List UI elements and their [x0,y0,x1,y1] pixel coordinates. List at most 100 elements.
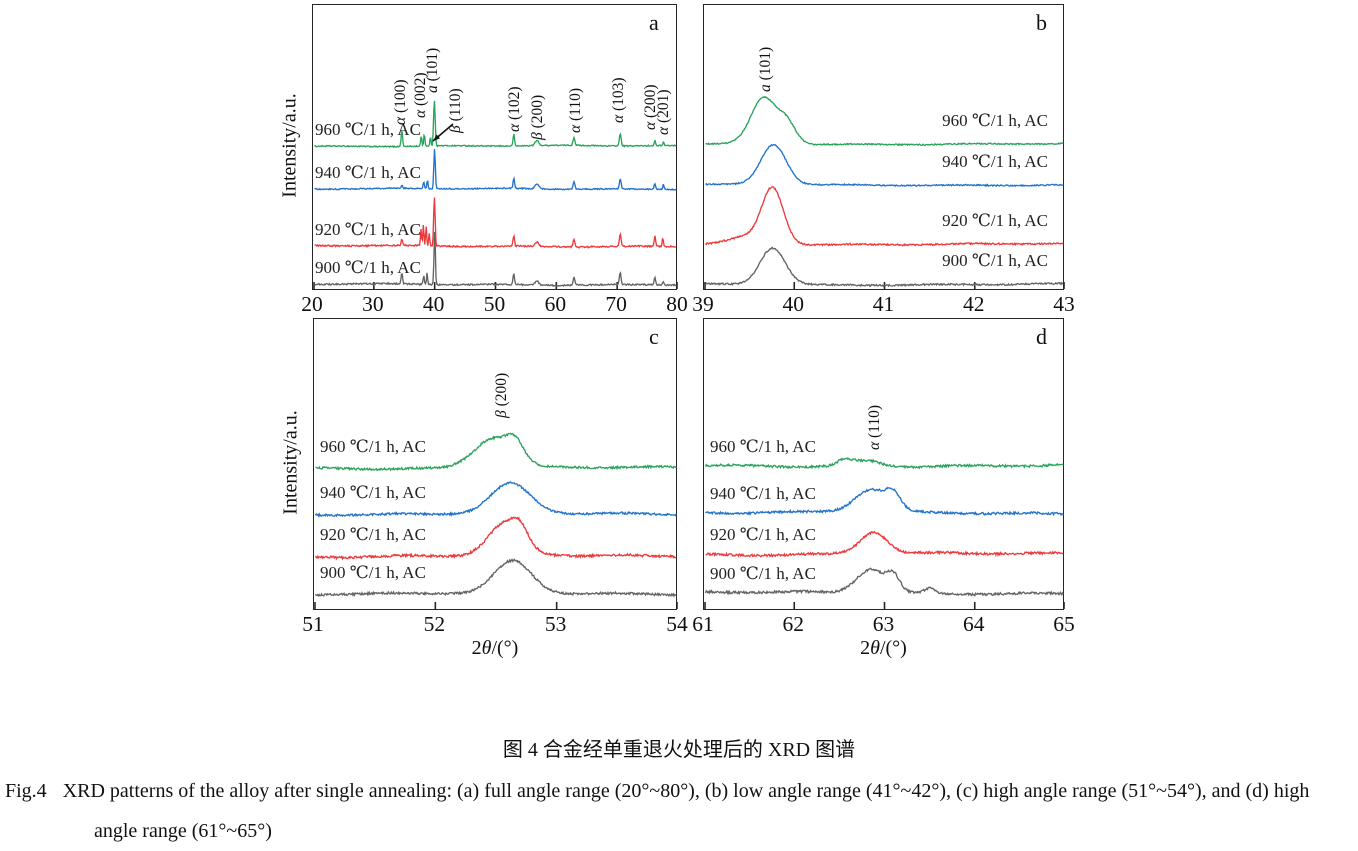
series-label-940: 940 ℃/1 h, AC [320,483,426,502]
peak-label-α(102): α (102) [506,86,523,132]
peak-label-α(100): α (100) [392,79,409,125]
xrd-curve-960 [314,100,677,149]
series-label-900: 900 ℃/1 h, AC [315,258,421,277]
panel-a [312,4,678,290]
hkl-index: (103) [609,77,627,115]
phase-symbol: α [505,123,523,132]
hkl-index: (101) [424,47,442,86]
x-tick-label: 61 [692,612,714,636]
hkl-index: (100) [392,79,410,117]
panel-letter-b: b [1036,10,1047,35]
xrd-figure: 20 30 40 50 60 70 80 960 ℃/1 h, AC 940 ℃/1 h, AC… [278,4,1075,660]
phase-symbol: α [655,126,672,135]
x-tick-label: 65 [1053,612,1075,636]
hkl-index: (110) [566,87,584,125]
peak-label-β(110): β (110) [447,88,464,133]
x-tick-label: 52 [423,612,446,636]
xrd-curve-940 [314,149,677,191]
peak-label-a(101): a (101) [424,48,441,93]
panel-b [703,4,1065,290]
xrd-curve-960 [704,457,1064,470]
peak-label-β(200): β (200) [529,95,546,140]
phase-symbol: α [392,116,410,125]
x-tick-label: 20 [301,292,323,316]
xrd-curve-960 [315,432,677,472]
x-axis-label-part: 2 [860,637,871,659]
y-axis-label: Intensity/a.u. [278,93,301,198]
xrd-curve-960 [705,95,1064,147]
xrd-curve-920 [705,530,1064,558]
xrd-curve-940 [705,143,1064,188]
xrd-curve-920 [704,185,1064,247]
x-tick-label: 40 [782,292,805,316]
x-tick-label: 40 [422,292,445,316]
phase-symbol: α [566,124,584,133]
xrd-curve-900 [314,558,677,598]
x-tick-label: 70 [605,292,627,316]
caption-chinese: 图 4 合金经单重退火处理后的 XRD 图谱 [502,739,856,761]
xrd-curve-920 [314,197,677,249]
xrd-curve-900 [314,231,677,288]
series-label-920: 920 ℃/1 h, AC [320,525,426,544]
x-tick-label: 62 [782,612,805,636]
hkl-index: (102) [505,86,523,124]
x-axis-label-part: /(°) [491,637,519,659]
panel-letter-a: a [649,10,659,35]
panel-c [313,318,678,610]
phase-symbol: α [609,114,627,123]
xrd-curve-920 [314,516,677,561]
xrd-curve-900 [704,246,1064,288]
x-tick-label: 53 [544,612,567,636]
x-tick-label: 80 [666,292,688,316]
peak-label-α(103): α (103) [610,77,627,123]
x-tick-label: 30 [362,292,384,316]
series-label-940: 940 ℃/1 h, AC [942,152,1048,171]
hkl-index: (101) [757,46,775,85]
xrd-plot-a [313,100,678,289]
phase-symbol: β [493,410,511,418]
xrd-curve-940 [314,481,677,518]
x-axis-label-part: /(°) [879,637,907,659]
phase-symbol: a [757,84,775,92]
xrd-plot-b [704,95,1065,289]
x-axis-label-part: 2 [471,637,482,659]
x-tick-label: 54 [666,612,688,636]
hkl-index: (200) [529,94,547,133]
series-label-940: 940 ℃/1 h, AC [315,163,421,182]
phase-symbol: α [866,441,884,450]
phase-symbol: a [424,85,442,93]
x-axis-label: 2θ/(°) [435,637,555,660]
peak-label-a(101): a (101) [757,47,774,92]
series-label-900: 900 ℃/1 h, AC [710,564,816,583]
x-tick-label: 50 [483,292,506,316]
x-tick-label: 39 [692,292,714,316]
xrd-curve-900 [704,567,1064,597]
y-axis-label: Intensity/a.u. [279,410,302,515]
x-tick-label: 42 [963,292,985,316]
series-label-920: 920 ℃/1 h, AC [942,211,1048,230]
x-tick-label: 64 [963,612,985,636]
xrd-plot-d [704,457,1065,609]
x-tick-label: 63 [872,612,895,636]
x-tick-label: 43 [1053,292,1075,316]
hkl-index: (110) [866,404,884,442]
series-label-960: 960 ℃/1 h, AC [710,437,816,456]
series-label-960: 960 ℃/1 h, AC [315,120,421,139]
caption-text: XRD patterns of the alloy after single a… [62,780,1310,842]
caption-fig-label: Fig.4 [5,780,47,802]
series-label-920: 920 ℃/1 h, AC [315,220,421,239]
series-label-960: 960 ℃/1 h, AC [942,111,1048,130]
series-label-900: 900 ℃/1 h, AC [320,563,426,582]
xrd-plot-c [314,432,678,609]
series-label-900: 900 ℃/1 h, AC [942,251,1048,270]
peak-label-α(201): α (201) [655,89,672,135]
panel-d [703,318,1065,610]
x-tick-label: 41 [872,292,895,316]
phase-symbol: α [411,109,429,118]
series-label-920: 920 ℃/1 h, AC [710,525,816,544]
phase-symbol: β [529,132,547,140]
hkl-index: (110) [446,88,464,126]
xrd-curve-940 [705,486,1064,517]
beta110-arrow-head [433,134,440,141]
x-tick-label: 60 [544,292,567,316]
